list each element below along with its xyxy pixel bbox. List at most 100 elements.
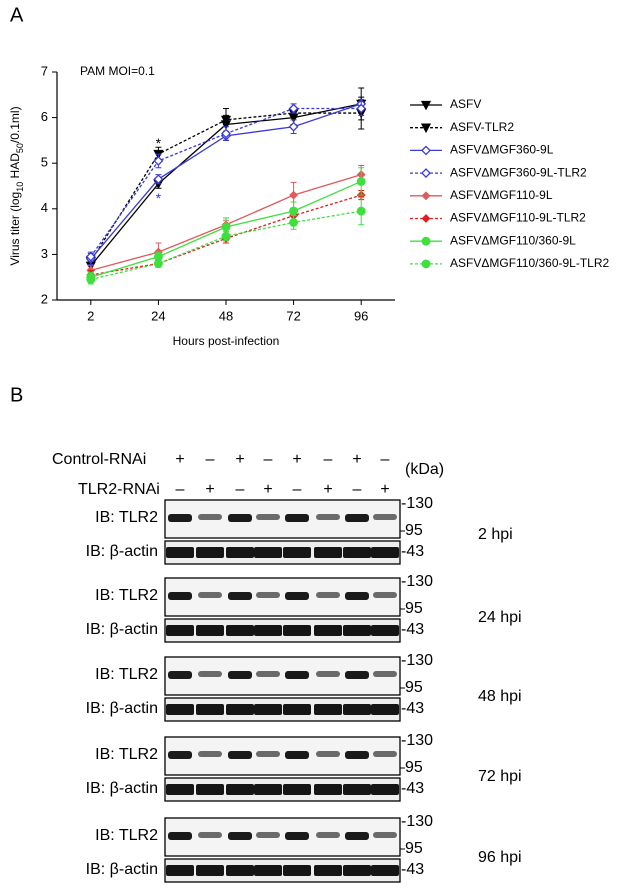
band [168,514,192,522]
band [371,784,399,795]
mw-marker: 95 [405,522,423,539]
x-tick-label: 2 [87,308,94,323]
sign: + [235,451,244,468]
chart-title: PAM MOI=0.1 [80,64,155,78]
band [196,865,224,876]
band [314,625,342,636]
band [345,751,369,759]
band [256,514,280,520]
marker [153,156,164,166]
band [168,832,192,840]
y-tick-label: 3 [41,246,48,261]
band [316,514,340,520]
band [371,547,399,558]
band [196,704,224,715]
legend-label: ASFVΔMGF110/360-9L-TLR2 [450,256,610,270]
band [283,704,311,715]
band [371,625,399,636]
band [283,784,311,795]
marker [221,222,231,232]
marker [289,206,299,216]
band [283,625,311,636]
legend-label: ASFVΔMGF110/360-9L [450,233,576,247]
legend-label: ASFVΔMGF110-9L-TLR2 [450,211,586,225]
band [316,592,340,598]
y-tick-label: 2 [41,291,48,306]
band [285,514,309,522]
blot-frame [164,858,401,883]
band [228,592,252,600]
sign: + [292,451,301,468]
legend-marker [421,236,431,246]
mw-marker: -130 [401,652,433,669]
band [254,784,282,795]
panel-label: A [10,4,24,26]
mw-marker: -43 [401,700,424,717]
band [283,547,311,558]
blot-label: IB: β-actin [86,621,158,638]
band [316,832,340,838]
band [373,592,397,598]
band [166,784,194,795]
band [226,547,254,558]
band [168,751,192,759]
y-label-part: /0.1ml) [8,106,22,143]
marker [356,103,367,114]
sign: – [264,451,273,468]
band [254,547,282,558]
timepoint: 48 hpi [478,688,522,705]
band [285,592,309,600]
legend-label: ASFVΔMGF360-9L [450,143,554,157]
band [198,514,222,520]
marker [288,103,299,114]
y-label-part: HAD [8,153,22,182]
legend-label: ASFV-TLR2 [450,120,514,134]
band [285,832,309,840]
legend-label: ASFVΔMGF360-9L-TLR2 [450,165,587,179]
mw-marker: -43 [401,621,424,638]
sign: – [236,481,245,498]
band [285,671,309,679]
band [373,832,397,838]
blot-frame [164,540,401,565]
blot-label: IB: β-actin [86,861,158,878]
marker [221,231,231,241]
x-tick-label: 96 [354,308,368,323]
band [256,832,280,838]
timepoint: 2 hpi [478,526,513,543]
marker [86,275,96,284]
band [166,865,194,876]
row-label: Control-RNAi [52,451,146,468]
band [314,704,342,715]
annotation: * [156,190,162,206]
sign: – [293,481,302,498]
mw-marker: 95 [405,679,423,696]
y-tick-label: 4 [41,200,48,215]
y-label-part: 10 [15,182,25,192]
band [226,625,254,636]
band [343,865,371,876]
mw-marker: -43 [401,780,424,797]
blot-label: IB: TLR2 [95,746,158,763]
band [373,751,397,757]
band [316,751,340,757]
sign: + [175,451,184,468]
mw-marker: -130 [401,813,433,830]
band [198,832,222,838]
mw-marker: -130 [401,573,433,590]
band [196,625,224,636]
x-tick-label: 24 [151,308,165,323]
blot-label: IB: TLR2 [95,827,158,844]
x-tick-label: 48 [219,308,233,323]
band [166,625,194,636]
y-label-part: 50 [15,143,25,153]
legend-marker [420,123,432,134]
band [283,865,311,876]
blot-frame [164,618,401,643]
y-tick-label: 6 [41,109,48,124]
marker [356,176,366,186]
band [343,625,371,636]
y-label-part: Virus titer (log [8,192,22,266]
blot-label: IB: β-actin [86,543,158,560]
band [196,547,224,558]
